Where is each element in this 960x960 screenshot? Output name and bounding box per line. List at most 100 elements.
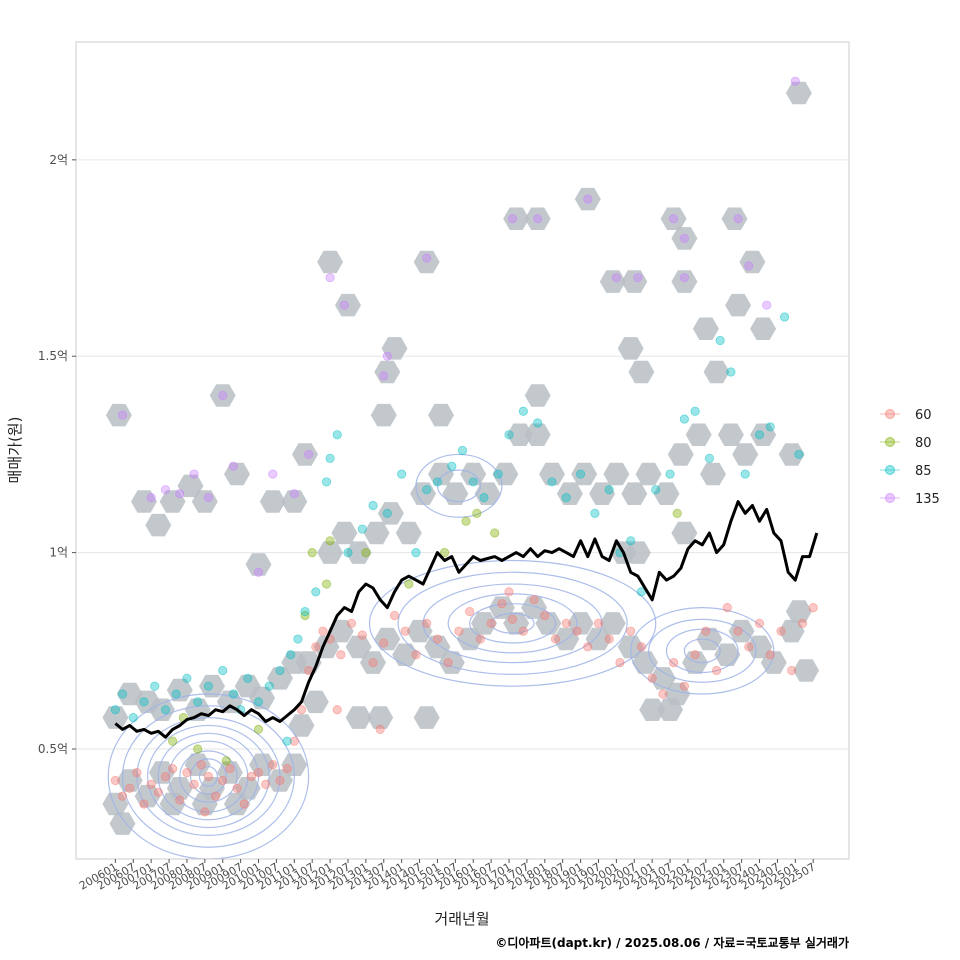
hexbin-cell <box>471 612 497 635</box>
data-point-85 <box>794 449 804 460</box>
data-point-80 <box>253 724 264 734</box>
data-point-135 <box>611 273 621 283</box>
data-point-135 <box>175 489 185 499</box>
density-contour <box>415 453 503 518</box>
hexbin-cell <box>267 667 293 690</box>
hexbin-cell <box>621 270 648 293</box>
hexbin-cell <box>374 627 401 651</box>
hexbin-cell <box>539 462 565 486</box>
data-point-85 <box>626 536 636 546</box>
hexbin-cell <box>345 635 372 659</box>
hexbin-cell <box>288 714 315 737</box>
data-point-80 <box>307 548 317 558</box>
data-point-85 <box>493 469 503 479</box>
hexbin-cell <box>589 482 616 505</box>
panel-background <box>76 42 849 859</box>
data-point-85 <box>411 548 421 558</box>
data-point-85 <box>117 689 128 699</box>
data-point-135 <box>203 493 214 503</box>
data-point-135 <box>508 214 518 224</box>
hexbin-cell <box>524 384 551 407</box>
hexbin-cell <box>159 792 186 816</box>
data-point-85 <box>110 705 120 715</box>
data-point-80 <box>361 548 371 558</box>
hexbin-cell <box>335 293 361 317</box>
data-point-85 <box>575 469 586 479</box>
data-point-85 <box>321 477 332 487</box>
data-point-60 <box>540 610 550 621</box>
data-point-60 <box>701 626 711 636</box>
hexbin-cell <box>159 490 186 513</box>
data-point-135 <box>325 273 335 283</box>
data-point-60 <box>797 618 808 628</box>
data-point-60 <box>160 771 171 782</box>
hexbin-cell <box>281 753 308 776</box>
data-point-135 <box>228 461 239 471</box>
data-point-80 <box>461 516 471 526</box>
data-point-60 <box>787 665 797 676</box>
data-point-60 <box>189 779 199 789</box>
data-point-60 <box>218 775 228 786</box>
data-point-85 <box>504 430 514 440</box>
hexbin-cell <box>216 690 243 714</box>
data-point-80 <box>325 536 335 546</box>
data-point-85 <box>397 469 407 479</box>
data-point-85 <box>604 485 614 495</box>
hexbin-cell <box>671 521 698 545</box>
hexbin-cell <box>145 513 172 537</box>
y-axis-title: 매매가(원) <box>6 417 24 484</box>
hexbin-cell <box>535 612 562 635</box>
data-point-60 <box>561 618 571 628</box>
data-point-60 <box>153 787 163 797</box>
data-point-85 <box>128 712 138 723</box>
hexbin-cell <box>363 521 390 545</box>
legend-key-point <box>885 465 895 475</box>
data-point-60 <box>690 650 700 660</box>
hexbin-cell <box>671 227 698 250</box>
density-contour <box>198 766 218 787</box>
legend-item-85: 85 <box>880 464 932 479</box>
data-point-60 <box>497 599 507 609</box>
density-contour <box>368 559 657 687</box>
data-point-60 <box>146 779 156 789</box>
hexbin-cell <box>259 490 286 513</box>
hexbin-cell <box>785 81 812 105</box>
hexbin-cell <box>778 619 805 643</box>
data-point-135 <box>218 390 228 401</box>
data-point-80 <box>404 579 414 589</box>
hexbin-cell <box>632 651 658 674</box>
data-point-85 <box>275 665 285 676</box>
legend-label: 85 <box>915 464 932 479</box>
hexbin-cell <box>639 698 666 721</box>
data-point-80 <box>221 756 231 766</box>
hexbin-cell <box>381 337 408 360</box>
data-point-85 <box>286 650 296 660</box>
data-point-60 <box>282 764 292 774</box>
data-point-135 <box>533 214 543 224</box>
hexbin-cell <box>109 812 136 835</box>
data-point-85 <box>293 634 303 644</box>
trend-line <box>114 500 819 739</box>
data-point-60 <box>389 610 400 621</box>
data-point-85 <box>422 485 432 495</box>
gridlines <box>76 159 849 750</box>
data-point-60 <box>711 665 722 676</box>
hexbin-cell <box>721 207 748 230</box>
data-point-60 <box>239 799 249 809</box>
hexbin-cell <box>574 187 601 211</box>
hexbin-cell <box>428 462 454 486</box>
hexbin-cell <box>524 207 551 230</box>
data-point-135 <box>762 300 772 310</box>
data-point-60 <box>268 760 278 770</box>
hexbin-cell <box>245 553 272 576</box>
data-point-85 <box>343 548 353 558</box>
data-point-135 <box>669 214 679 224</box>
data-point-85 <box>447 461 457 471</box>
data-point-60 <box>368 658 378 668</box>
data-point-85 <box>357 524 367 534</box>
hexbin-cell <box>685 423 712 446</box>
data-point-60 <box>465 606 475 617</box>
hexbin-cell <box>377 502 404 525</box>
data-point-60 <box>132 767 142 778</box>
hexbin-cell <box>413 706 440 729</box>
